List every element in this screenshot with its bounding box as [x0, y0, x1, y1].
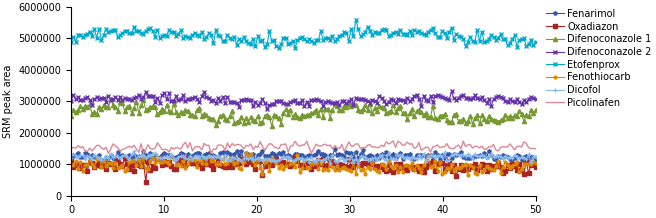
Picolinafen: [513, 145, 521, 148]
Fenarimol: [67, 154, 75, 156]
Dicofol: [95, 157, 103, 160]
Line: Difenoconazole 1: Difenoconazole 1: [69, 97, 538, 128]
Etofenprox: [352, 18, 359, 21]
Fenothiocarb: [67, 164, 75, 167]
Line: Fenarimol: Fenarimol: [70, 148, 537, 162]
Difenoconazole 1: [268, 125, 276, 127]
Difenoconazole 1: [497, 119, 504, 122]
Fenarimol: [95, 154, 103, 157]
Picolinafen: [531, 148, 539, 150]
Y-axis label: SRM peak area: SRM peak area: [3, 65, 12, 138]
Line: Dicofol: Dicofol: [69, 149, 538, 165]
Oxadiazon: [531, 165, 539, 168]
Dicofol: [326, 162, 334, 165]
Line: Difenoconazole 2: Difenoconazole 2: [69, 89, 538, 111]
Fenarimol: [513, 154, 521, 156]
Line: Picolinafen: Picolinafen: [71, 141, 535, 153]
Fenarimol: [240, 159, 248, 162]
Oxadiazon: [497, 165, 504, 168]
Picolinafen: [193, 145, 201, 148]
Fenothiocarb: [464, 174, 472, 177]
Etofenprox: [191, 32, 199, 35]
Etofenprox: [67, 41, 75, 43]
Oxadiazon: [86, 160, 94, 163]
Difenoconazole 2: [154, 97, 161, 99]
Fenarimol: [154, 158, 161, 161]
Oxadiazon: [513, 168, 521, 171]
Fenarimol: [86, 156, 94, 158]
Dicofol: [193, 155, 201, 157]
Difenoconazole 1: [513, 115, 521, 118]
Difenoconazole 1: [156, 110, 164, 113]
Oxadiazon: [195, 163, 203, 166]
Dicofol: [130, 150, 138, 153]
Difenoconazole 1: [193, 108, 201, 111]
Etofenprox: [291, 47, 299, 49]
Difenoconazole 2: [67, 100, 75, 102]
Etofenprox: [86, 31, 94, 33]
Difenoconazole 2: [497, 96, 504, 99]
Line: Etofenprox: Etofenprox: [69, 17, 538, 50]
Picolinafen: [67, 148, 75, 151]
Difenoconazole 1: [107, 98, 115, 101]
Picolinafen: [86, 147, 94, 150]
Fenothiocarb: [531, 162, 539, 165]
Difenoconazole 2: [86, 98, 94, 101]
Difenoconazole 2: [95, 97, 103, 100]
Fenarimol: [531, 158, 539, 161]
Difenoconazole 1: [95, 105, 103, 108]
Etofenprox: [497, 33, 504, 36]
Fenothiocarb: [497, 171, 504, 174]
Picolinafen: [156, 145, 164, 147]
Fenothiocarb: [86, 159, 94, 161]
Oxadiazon: [156, 157, 164, 160]
Oxadiazon: [95, 162, 103, 165]
Etofenprox: [154, 29, 161, 31]
Dicofol: [67, 156, 75, 159]
Fenarimol: [331, 148, 338, 151]
Oxadiazon: [177, 155, 185, 158]
Fenothiocarb: [242, 152, 250, 154]
Difenoconazole 2: [513, 98, 521, 100]
Dicofol: [497, 155, 504, 158]
Oxadiazon: [142, 181, 150, 183]
Dicofol: [531, 155, 539, 158]
Etofenprox: [531, 40, 539, 43]
Fenothiocarb: [191, 159, 199, 162]
Difenoconazole 1: [67, 114, 75, 117]
Fenarimol: [191, 152, 199, 155]
Dicofol: [513, 156, 521, 158]
Oxadiazon: [67, 159, 75, 161]
Difenoconazole 2: [447, 90, 455, 93]
Difenoconazole 2: [263, 108, 271, 111]
Difenoconazole 2: [191, 95, 199, 98]
Fenothiocarb: [513, 160, 521, 163]
Fenothiocarb: [154, 158, 161, 160]
Difenoconazole 1: [531, 109, 539, 111]
Etofenprox: [95, 27, 103, 30]
Dicofol: [156, 156, 164, 159]
Difenoconazole 2: [531, 98, 539, 101]
Picolinafen: [497, 146, 504, 149]
Picolinafen: [104, 152, 112, 155]
Picolinafen: [95, 144, 103, 147]
Line: Oxadiazon: Oxadiazon: [70, 155, 537, 184]
Line: Fenothiocarb: Fenothiocarb: [70, 152, 537, 177]
Difenoconazole 1: [86, 103, 94, 106]
Picolinafen: [389, 140, 397, 142]
Etofenprox: [513, 45, 521, 48]
Dicofol: [86, 156, 94, 159]
Fenarimol: [497, 156, 504, 158]
Fenothiocarb: [95, 157, 103, 159]
Legend: Fenarimol, Oxadiazon, Difenoconazole 1, Difenoconazole 2, Etofenprox, Fenothioca: Fenarimol, Oxadiazon, Difenoconazole 1, …: [545, 8, 653, 109]
